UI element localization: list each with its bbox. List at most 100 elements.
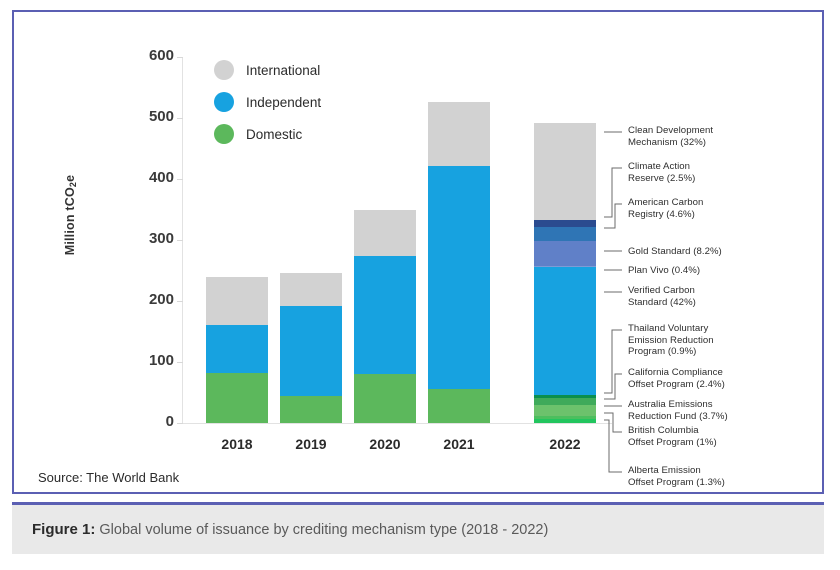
bar-segment-independent[interactable] [280, 305, 342, 397]
bar-segment-domestic[interactable] [354, 373, 416, 423]
chart-plot-area: 0 100 200 300 400 500 600 Million tCO2e Intern… [14, 12, 822, 492]
y-tick-mark [177, 179, 183, 180]
leader-american-carbon-registry [604, 203, 622, 229]
bar-segment-domestic[interactable] [428, 389, 490, 423]
leader-alberta-emission [604, 419, 622, 473]
y-tick-text: 600 [148, 47, 174, 64]
y-tick-mark [177, 301, 183, 302]
legend-item: Domestic [214, 118, 321, 150]
annotation-line: Verified Carbon [628, 285, 695, 296]
y-tick-mark [177, 118, 183, 119]
legend-label-domestic: Domestic [246, 126, 303, 142]
y-tick-text: 100 [148, 352, 174, 369]
annotation-line: Standard (42%) [628, 296, 696, 308]
bar-2020[interactable] [354, 57, 416, 423]
bar-segment-independent[interactable] [354, 255, 416, 374]
bar-segment-domestic[interactable] [280, 396, 342, 423]
annotation-line: Program (0.9%) [628, 346, 697, 358]
x-label-2018: 2018 [221, 436, 253, 452]
legend-item: International [214, 54, 321, 86]
bar-segment-international[interactable] [354, 209, 416, 256]
annotation-line: Alberta Emission [628, 465, 701, 476]
bar-segment-independent[interactable] [206, 325, 268, 373]
annotation-line: Reserve (2.5%) [628, 172, 696, 184]
annotation-line: Offset Program (1%) [628, 436, 717, 448]
bar-segment-thailand-voluntary-emission-reduction-program[interactable] [534, 394, 596, 398]
annotation-american-carbon-registry: American Carbon Registry (4.6%) [628, 197, 748, 220]
leader-california-compliance [604, 373, 622, 400]
leader-climate-action-reserve [604, 167, 622, 218]
legend-swatch-independent [214, 92, 234, 112]
annotation-line: Gold Standard (8.2%) [628, 246, 722, 257]
x-label-2021: 2021 [443, 436, 475, 452]
figure-caption: Figure 1: Global volume of issuance by c… [12, 521, 548, 538]
y-tick-mark [177, 240, 183, 241]
figure-caption-bar: Figure 1: Global volume of issuance by c… [12, 502, 824, 554]
bar-segment-domestic[interactable] [206, 372, 268, 423]
legend-label-international: International [246, 62, 321, 78]
y-tick-text: 200 [148, 291, 174, 308]
source-note: Source: The World Bank [38, 470, 180, 485]
legend-swatch-international [214, 60, 234, 80]
y-tick-mark [177, 423, 183, 424]
bar-segment-gold-standard[interactable] [534, 241, 596, 267]
annotation-british-columbia-offset-program: British Columbia Offset Program (1%) [628, 425, 748, 448]
annotation-line: Australia Emissions [628, 399, 713, 410]
bar-segment-clean-development-mechanism[interactable] [534, 122, 596, 220]
x-label-2020: 2020 [369, 436, 401, 452]
bar-2022[interactable] [534, 57, 596, 423]
bar-segment-climate-action-reserve[interactable] [534, 219, 596, 228]
bar-segment-alberta-emission-offset-program[interactable] [534, 419, 596, 423]
x-label-2019: 2019 [295, 436, 327, 452]
bar-segment-british-columbia-offset-program[interactable] [534, 416, 596, 420]
annotation-line: Plan Vivo (0.4%) [628, 265, 701, 276]
annotation-line: Registry (4.6%) [628, 208, 695, 220]
bar-segment-plan-vivo[interactable] [534, 265, 596, 268]
legend-item: Independent [214, 86, 321, 118]
bar-segment-international[interactable] [428, 101, 490, 167]
annotation-line: Reduction Fund (3.7%) [628, 410, 728, 422]
bar-segment-california-compliance-offset-program[interactable] [534, 397, 596, 405]
y-tick-text: 300 [148, 230, 174, 247]
figure-caption-prefix: Figure 1: [32, 521, 96, 538]
y-tick-text: 0 [165, 413, 174, 430]
annotation-australia-emissions-reduction-fund: Australia Emissions Reduction Fund (3.7%… [628, 399, 760, 422]
annotation-alberta-emission-offset-program: Alberta Emission Offset Program (1.3%) [628, 465, 748, 488]
bar-segment-australia-emissions-reduction-fund[interactable] [534, 404, 596, 417]
y-tick-mark [177, 362, 183, 363]
annotation-line: Emission Reduction [628, 334, 714, 346]
y-tick-mark [177, 57, 183, 58]
y-tick-text: 500 [148, 108, 174, 125]
figure-frame: 0 100 200 300 400 500 600 Million tCO2e Intern… [12, 10, 824, 494]
bar-2021[interactable] [428, 57, 490, 423]
annotation-line: Climate Action [628, 161, 691, 172]
annotation-line: Offset Program (2.4%) [628, 378, 725, 390]
x-axis-line [182, 423, 612, 424]
annotation-clean-development-mechanism: Clean Development Mechanism (32%) [628, 125, 748, 148]
annotation-thailand-voluntary-emission-reduction-program: Thailand Voluntary Emission Reduction Pr… [628, 323, 748, 358]
y-axis-title: Million tCO2e [63, 174, 78, 256]
annotation-line: California Compliance [628, 367, 723, 378]
annotation-california-compliance-offset-program: California Compliance Offset Program (2.… [628, 367, 760, 390]
y-tick-text: 400 [148, 169, 174, 186]
bar-segment-american-carbon-registry[interactable] [534, 227, 596, 242]
annotation-line: American Carbon [628, 197, 704, 208]
bar-segment-verified-carbon-standard[interactable] [534, 267, 596, 395]
annotation-climate-action-reserve: Climate Action Reserve (2.5%) [628, 161, 748, 184]
annotation-plan-vivo: Plan Vivo (0.4%) [628, 265, 768, 277]
annotation-line: Offset Program (1.3%) [628, 476, 725, 488]
chart-legend: International Independent Domestic [214, 54, 321, 150]
annotation-line: Thailand Voluntary [628, 323, 709, 334]
bar-segment-independent[interactable] [428, 166, 490, 390]
bar-2019[interactable] [280, 57, 342, 423]
legend-label-independent: Independent [246, 94, 322, 110]
annotation-line: Mechanism (32%) [628, 136, 707, 148]
bar-2018[interactable] [206, 57, 268, 423]
x-label-2022: 2022 [549, 436, 581, 452]
bar-segment-international[interactable] [280, 272, 342, 306]
annotation-gold-standard: Gold Standard (8.2%) [628, 246, 768, 258]
legend-swatch-domestic [214, 124, 234, 144]
annotation-line: British Columbia [628, 425, 699, 436]
bar-segment-international[interactable] [206, 276, 268, 326]
